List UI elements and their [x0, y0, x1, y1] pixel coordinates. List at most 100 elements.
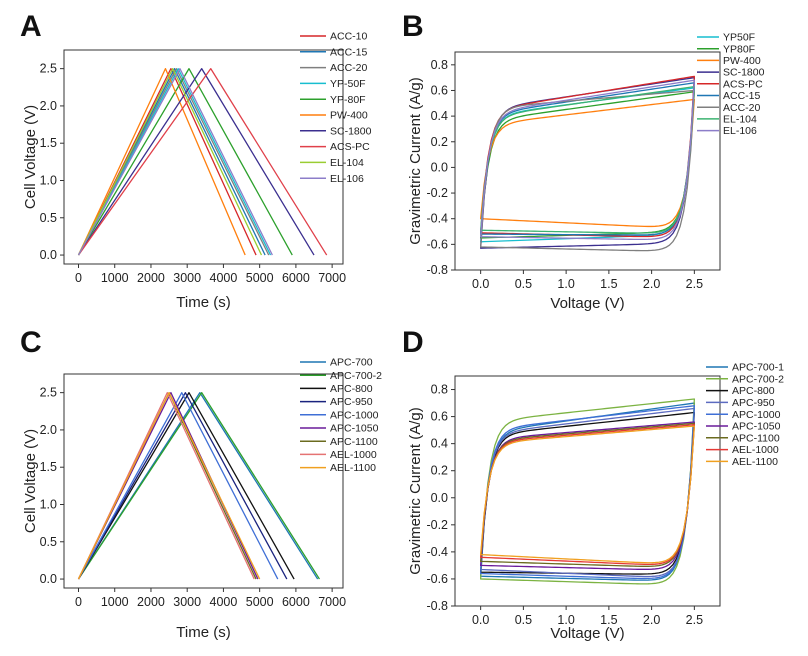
series-line-a-yp-80f: [77, 67, 293, 256]
series-line-d-apc-1100: [480, 422, 695, 567]
y-tick-label: -0.6: [426, 237, 448, 251]
y-tick-label: 0.6: [431, 83, 448, 97]
legend-label: AEL-1000: [732, 444, 779, 456]
legend-label: AEL-1100: [732, 456, 778, 468]
plot-frame-d: [454, 375, 721, 607]
y-tick-label: -0.8: [426, 263, 448, 277]
series-line-d-ael-1000: [480, 424, 695, 566]
x-tick-label: 0.5: [515, 613, 532, 627]
y-tick-label: 0.4: [431, 109, 448, 123]
legend-label: PW-400: [723, 55, 761, 67]
series-line-b-el-106: [480, 79, 695, 241]
legend-label: AEL-1000: [330, 449, 377, 461]
y-tick-label: 0.2: [431, 464, 448, 478]
series-line-a-pw-400: [77, 67, 246, 256]
x-tick-label: 2000: [137, 595, 165, 609]
y-tick-label: 0.5: [40, 211, 57, 225]
legend-label: EL-104: [723, 114, 757, 126]
x-tick-label: 2.5: [686, 613, 703, 627]
y-tick-label: 0.6: [431, 410, 448, 424]
legend-label: ACC-20: [723, 102, 761, 114]
x-tick-label: 0.5: [515, 277, 532, 291]
x-tick-label: 1000: [101, 271, 129, 285]
legend-label: ACS-PC: [723, 78, 763, 90]
x-tick-label: 2.0: [643, 613, 660, 627]
series-line-a-sc-1800: [77, 67, 315, 256]
y-tick-label: -0.2: [426, 186, 448, 200]
y-tick-label: 0.4: [431, 437, 448, 451]
plot-frame-a: [63, 49, 344, 265]
series-line-d-ael-1100: [480, 425, 695, 564]
x-tick-label: 1.0: [557, 277, 574, 291]
legend-label: EL-104: [330, 157, 364, 169]
legend-label: YP50F: [723, 32, 755, 44]
legend-label: YP-50F: [330, 78, 366, 90]
x-tick-label: 1.5: [600, 277, 617, 291]
x-tick-label: 7000: [318, 271, 346, 285]
series-line-c-apc-1050: [77, 391, 259, 580]
y-tick-label: 1.5: [40, 136, 57, 150]
series-line-c-ael-1100: [77, 391, 261, 580]
y-tick-label: 0.0: [40, 248, 57, 262]
y-tick-label: 0.5: [40, 535, 57, 549]
series-line-c-apc-700: [77, 391, 319, 580]
series-line-d-apc-1050: [480, 421, 695, 570]
legend-label: APC-950: [330, 396, 373, 408]
x-axis-label-c: Time (s): [176, 624, 230, 641]
series-line-c-apc-800: [77, 391, 295, 580]
legend-label: YP80F: [723, 43, 755, 55]
series-line-a-el-106: [77, 67, 273, 256]
legend-label: APC-1050: [732, 421, 781, 433]
y-axis-label-a: Cell Voltage (V): [22, 105, 39, 209]
x-tick-label: 5000: [246, 595, 274, 609]
legend-label: YP-80F: [330, 94, 366, 106]
y-tick-label: 0.0: [40, 572, 57, 586]
x-axis-label-d: Voltage (V): [550, 625, 624, 642]
y-tick-label: -0.4: [426, 212, 448, 226]
x-tick-label: 1.5: [600, 613, 617, 627]
y-axis-label-c: Cell Voltage (V): [22, 429, 39, 533]
x-tick-label: 0.0: [472, 613, 489, 627]
panel-b: B 0.0 0.5 1.0 1.5 2.0 2.5 -0.8 -0.6 -0.4 -0.2 0.0 0…: [402, 10, 765, 312]
y-tick-label: 0.8: [431, 58, 448, 72]
y-axis-label-d: Gravimetric Current (A/g): [407, 407, 424, 575]
x-tick-label: 4000: [210, 271, 238, 285]
legend-label: ACC-15: [330, 46, 368, 58]
panel-label-a: A: [20, 10, 42, 43]
legend-label: APC-1100: [330, 436, 378, 448]
x-axis-label-b: Voltage (V): [550, 295, 624, 312]
legend-label: APC-700: [330, 357, 373, 369]
legend-label: APC-1050: [330, 423, 379, 435]
series-line-d-apc-700-2: [480, 398, 695, 585]
x-tick-label: 2.5: [686, 277, 703, 291]
series-line-c-apc-700-2: [77, 391, 320, 580]
legend-label: AEL-1100: [330, 462, 376, 474]
y-tick-label: -0.4: [426, 545, 448, 559]
series-line-d-apc-1000: [480, 405, 695, 580]
x-tick-label: 4000: [210, 595, 238, 609]
panel-label-b: B: [402, 10, 424, 43]
x-tick-label: 1000: [101, 595, 129, 609]
y-tick-label: -0.8: [426, 599, 448, 613]
plot-frame-b: [454, 51, 721, 271]
series-line-a-acs-pc: [77, 67, 328, 256]
series-line-a-yp-50f: [77, 67, 272, 256]
x-tick-label: 5000: [246, 271, 274, 285]
legend-label: APC-700-2: [330, 370, 382, 382]
x-tick-label: 6000: [282, 595, 310, 609]
x-tick-label: 7000: [318, 595, 346, 609]
series-line-b-acc-15: [480, 82, 695, 236]
y-axis-label-b: Gravimetric Current (A/g): [407, 77, 424, 245]
y-tick-label: 0.2: [431, 135, 448, 149]
x-tick-label: 0: [75, 595, 82, 609]
plot-frame-c: [63, 373, 344, 589]
panel-a: A 0 1000 2000 3000 4000 5000 6000 7000 0.0 0.5 1.0…: [20, 10, 372, 311]
x-tick-label: 0.0: [472, 277, 489, 291]
x-tick-label: 2000: [137, 271, 165, 285]
series-line-d-apc-700-1: [480, 402, 695, 581]
panel-c: C 0 1000 2000 3000 4000 5000 6000 7000 0.0 0.5 1.0…: [20, 326, 382, 641]
x-tick-label: 2.0: [643, 277, 660, 291]
x-tick-label: 1.0: [557, 613, 574, 627]
legend-label: SC-1800: [723, 67, 765, 79]
